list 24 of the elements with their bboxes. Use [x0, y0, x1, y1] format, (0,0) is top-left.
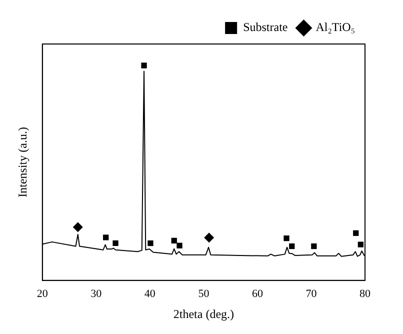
point — [141, 62, 147, 68]
point — [353, 230, 359, 236]
x-tick-label: 20 — [36, 288, 48, 300]
point — [148, 240, 154, 246]
x-tick-label: 60 — [252, 288, 264, 300]
x-tick-label: 80 — [360, 288, 371, 300]
y-axis-title: Intensity (a.u.) — [15, 127, 30, 198]
x-tick-label: 40 — [144, 288, 156, 300]
x-axis-title: 2theta (deg.) — [173, 306, 234, 321]
point — [112, 240, 118, 246]
point — [204, 232, 214, 243]
point — [72, 222, 83, 232]
point — [103, 234, 109, 240]
x-tick-label: 70 — [306, 288, 318, 300]
point — [284, 235, 290, 242]
x-tick-label: 50 — [198, 288, 210, 300]
x-tick-label: 30 — [90, 288, 102, 300]
legend-label: Substrate — [243, 20, 288, 34]
point — [289, 243, 295, 250]
point — [171, 238, 177, 244]
legend-label: Al₂TiO₅ — [316, 20, 356, 34]
point — [311, 243, 317, 250]
point — [176, 242, 182, 248]
point — [358, 242, 364, 248]
